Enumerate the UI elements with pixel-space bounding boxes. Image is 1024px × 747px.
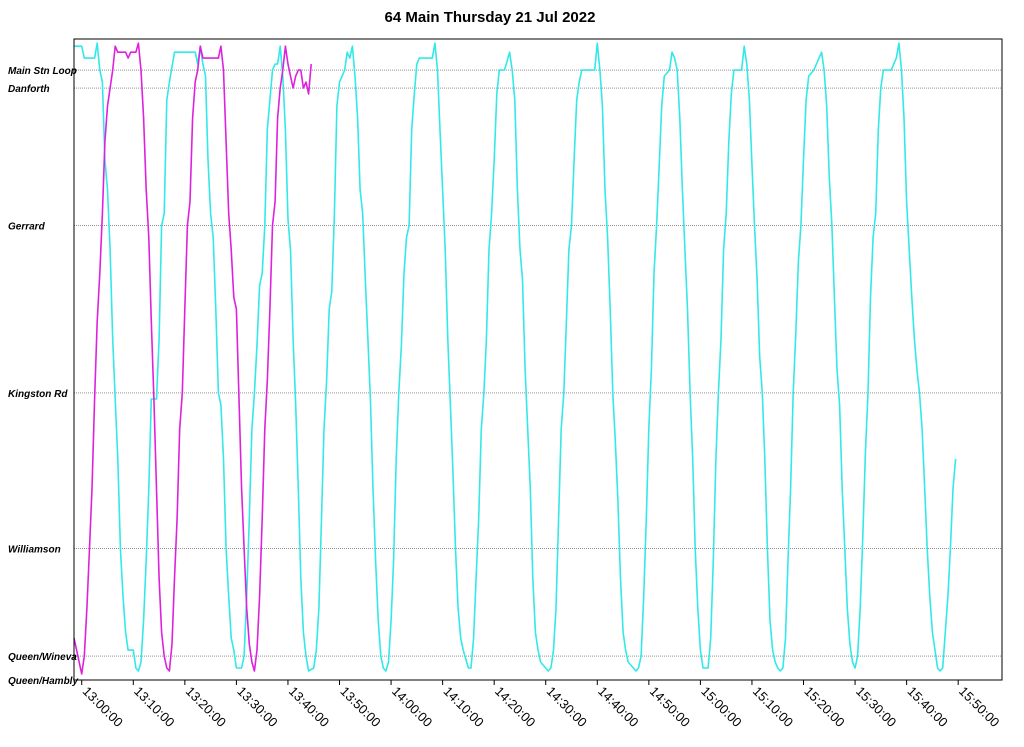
x-tick-label: 15:20:00 [801, 684, 847, 730]
x-tick-label: 15:00:00 [698, 684, 744, 730]
plot-frame [73, 38, 1003, 681]
stop-label: Danforth [8, 84, 50, 95]
x-tick-label: 14:40:00 [595, 684, 641, 730]
x-tick-label: 14:10:00 [441, 684, 487, 730]
series-line-2 [73, 42, 312, 675]
x-tick-label: 15:30:00 [853, 684, 899, 730]
stop-gridlines [74, 69, 1002, 657]
stop-label: Kingston Rd [8, 389, 68, 400]
stop-label: Williamson [8, 544, 61, 555]
x-tick-label: 13:30:00 [234, 684, 280, 730]
x-tick-label: 15:40:00 [905, 684, 951, 730]
x-tick-label: 13:40:00 [286, 684, 332, 730]
x-tick-label: 15:50:00 [956, 684, 1002, 730]
stop-labels: Main Stn Loop Danforth Gerrard Kingston Rd W… [8, 66, 78, 687]
stop-label: Main Stn Loop [8, 66, 77, 77]
x-tick-label: 13:50:00 [337, 684, 383, 730]
series-line-1 [74, 42, 957, 672]
x-axis-ticks: 13:00:00 13:10:00 13:20:00 13:30:00 13:40:00… [80, 680, 1002, 730]
x-tick-label: 14:30:00 [544, 684, 590, 730]
x-tick-label: 14:50:00 [647, 684, 693, 730]
x-tick-label: 13:20:00 [183, 684, 229, 730]
x-tick-label: 13:00:00 [80, 684, 126, 730]
x-tick-label: 15:10:00 [750, 684, 796, 730]
chart-title: 64 Main Thursday 21 Jul 2022 [385, 9, 596, 26]
stop-label: Queen/Wineva [8, 652, 77, 663]
x-tick-label: 14:00:00 [389, 684, 435, 730]
x-tick-label: 13:10:00 [131, 684, 177, 730]
stop-label: Queen/Hambly [8, 676, 78, 687]
series-layer [73, 42, 957, 675]
x-tick-label: 14:20:00 [492, 684, 538, 730]
stop-label: Gerrard [8, 222, 46, 233]
